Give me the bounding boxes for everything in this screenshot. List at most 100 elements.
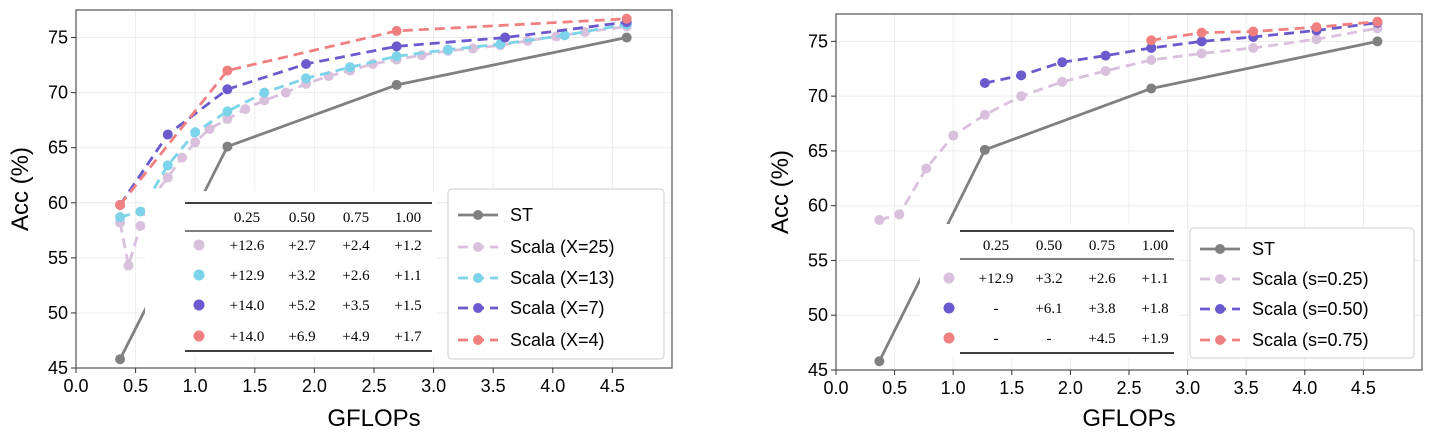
data-point: [162, 172, 173, 183]
data-point: [921, 163, 932, 174]
x-tick-label: 0.0: [63, 376, 88, 396]
data-point: [1196, 27, 1207, 38]
x-tick-label: 3.0: [1175, 378, 1200, 398]
data-point: [345, 62, 356, 73]
y-tick-label: 65: [808, 141, 828, 161]
table-cell: +2.7: [288, 238, 316, 254]
x-tick-label: 2.0: [302, 376, 327, 396]
legend-entry: ST: [1252, 239, 1275, 259]
y-tick-label: 55: [808, 250, 828, 270]
table-cell: +4.5: [1088, 331, 1115, 347]
data-point: [551, 31, 562, 42]
table-row-marker: [943, 302, 955, 314]
y-tick-label: 65: [48, 138, 68, 158]
y-tick-label: 55: [48, 248, 68, 268]
table-cell: +12.9: [979, 271, 1014, 287]
table-cell: +1.1: [1141, 271, 1168, 287]
data-point: [259, 95, 270, 106]
legend-entry: Scala (s=0.75): [1252, 330, 1369, 350]
data-point: [123, 260, 134, 271]
data-point: [391, 79, 402, 90]
table-cell: +2.4: [342, 238, 370, 254]
x-tick-label: 4.0: [540, 376, 565, 396]
y-tick-label: 45: [808, 360, 828, 380]
data-point: [1146, 42, 1157, 53]
table-row-marker: [193, 330, 205, 342]
table-header-cell: 1.00: [1142, 238, 1168, 254]
data-point: [1016, 70, 1027, 81]
x-tick-label: 3.5: [481, 376, 506, 396]
table-cell: +4.9: [342, 329, 369, 345]
table-header-cell: 0.50: [1036, 238, 1062, 254]
data-point: [301, 58, 312, 69]
data-point: [1016, 91, 1027, 102]
table-header-cell: 0.25: [983, 238, 1009, 254]
data-point: [894, 209, 905, 220]
data-point: [1311, 34, 1322, 45]
data-point: [874, 356, 885, 367]
y-tick-label: 70: [48, 83, 68, 103]
y-tick-label: 75: [48, 28, 68, 48]
table-cell: +1.1: [394, 268, 421, 284]
data-point: [115, 212, 126, 223]
legend: ST Scala (X=25) Scala (X=13) Scala (X=7) Sca…: [447, 188, 665, 360]
inset-table-bg: [145, 191, 437, 355]
data-point: [190, 137, 201, 148]
data-point: [979, 144, 990, 155]
table-header-cell: 1.00: [395, 210, 421, 226]
table-cell: +2.6: [342, 268, 370, 284]
legend-entry: Scala (X=25): [510, 237, 615, 257]
y-tick-label: 70: [808, 86, 828, 106]
data-point: [222, 114, 233, 125]
legend-entry: Scala (X=13): [510, 268, 615, 288]
table-row-marker: [943, 332, 955, 344]
y-tick-label: 50: [48, 303, 68, 323]
table-cell: -: [994, 301, 999, 317]
y-tick-label: 60: [808, 196, 828, 216]
data-point: [115, 199, 126, 210]
table-cell: +1.5: [394, 298, 421, 314]
legend-marker: [473, 210, 483, 220]
data-point: [1248, 26, 1259, 37]
data-point: [500, 32, 511, 43]
data-point: [442, 44, 453, 55]
data-point: [559, 30, 570, 41]
legend: ST Scala (s=0.25) Scala (s=0.50) Scala (s=0…: [1189, 227, 1415, 359]
x-axis-label: GFLOPs: [1082, 405, 1175, 432]
inset-table: 0.25 0.50 0.75 1.00 +12.9 +3.2 +2.6 +1.1 - +6.1 +3…: [920, 224, 1179, 357]
x-tick-label: 1.0: [941, 378, 966, 398]
x-tick-label: 0.5: [882, 378, 907, 398]
table-cell: +1.2: [394, 238, 421, 254]
data-point: [135, 220, 146, 231]
y-axis-label: Acc (%): [7, 147, 34, 231]
table-row-marker: [943, 272, 955, 284]
legend-marker: [1215, 304, 1225, 314]
legend-marker: [473, 335, 483, 345]
table-cell: +1.7: [394, 329, 422, 345]
data-point: [391, 51, 402, 62]
y-tick-label: 50: [808, 305, 828, 325]
series-line: [984, 21, 1378, 85]
x-tick-label: 4.5: [1351, 378, 1376, 398]
data-point: [1146, 55, 1157, 66]
x-tick-label: 4.0: [1292, 378, 1317, 398]
x-tick-label: 3.5: [1234, 378, 1259, 398]
y-tick-label: 75: [808, 31, 828, 51]
x-tick-label: 0.0: [823, 378, 848, 398]
x-tick-label: 1.0: [183, 376, 208, 396]
y-tick-label: 45: [48, 358, 68, 378]
x-tick-label: 1.5: [242, 376, 267, 396]
legend-marker: [1215, 244, 1225, 254]
legend-entry: Scala (s=0.25): [1252, 269, 1369, 289]
table-cell: +14.0: [230, 298, 265, 314]
data-point: [259, 87, 270, 98]
table-row-marker: [193, 299, 205, 311]
legend-marker: [1215, 335, 1225, 345]
data-point: [162, 129, 173, 140]
table-cell: +3.5: [342, 298, 369, 314]
data-point: [280, 87, 291, 98]
inset-table-bg: [920, 224, 1179, 357]
table-cell: +1.9: [1141, 331, 1168, 347]
data-point: [391, 41, 402, 52]
